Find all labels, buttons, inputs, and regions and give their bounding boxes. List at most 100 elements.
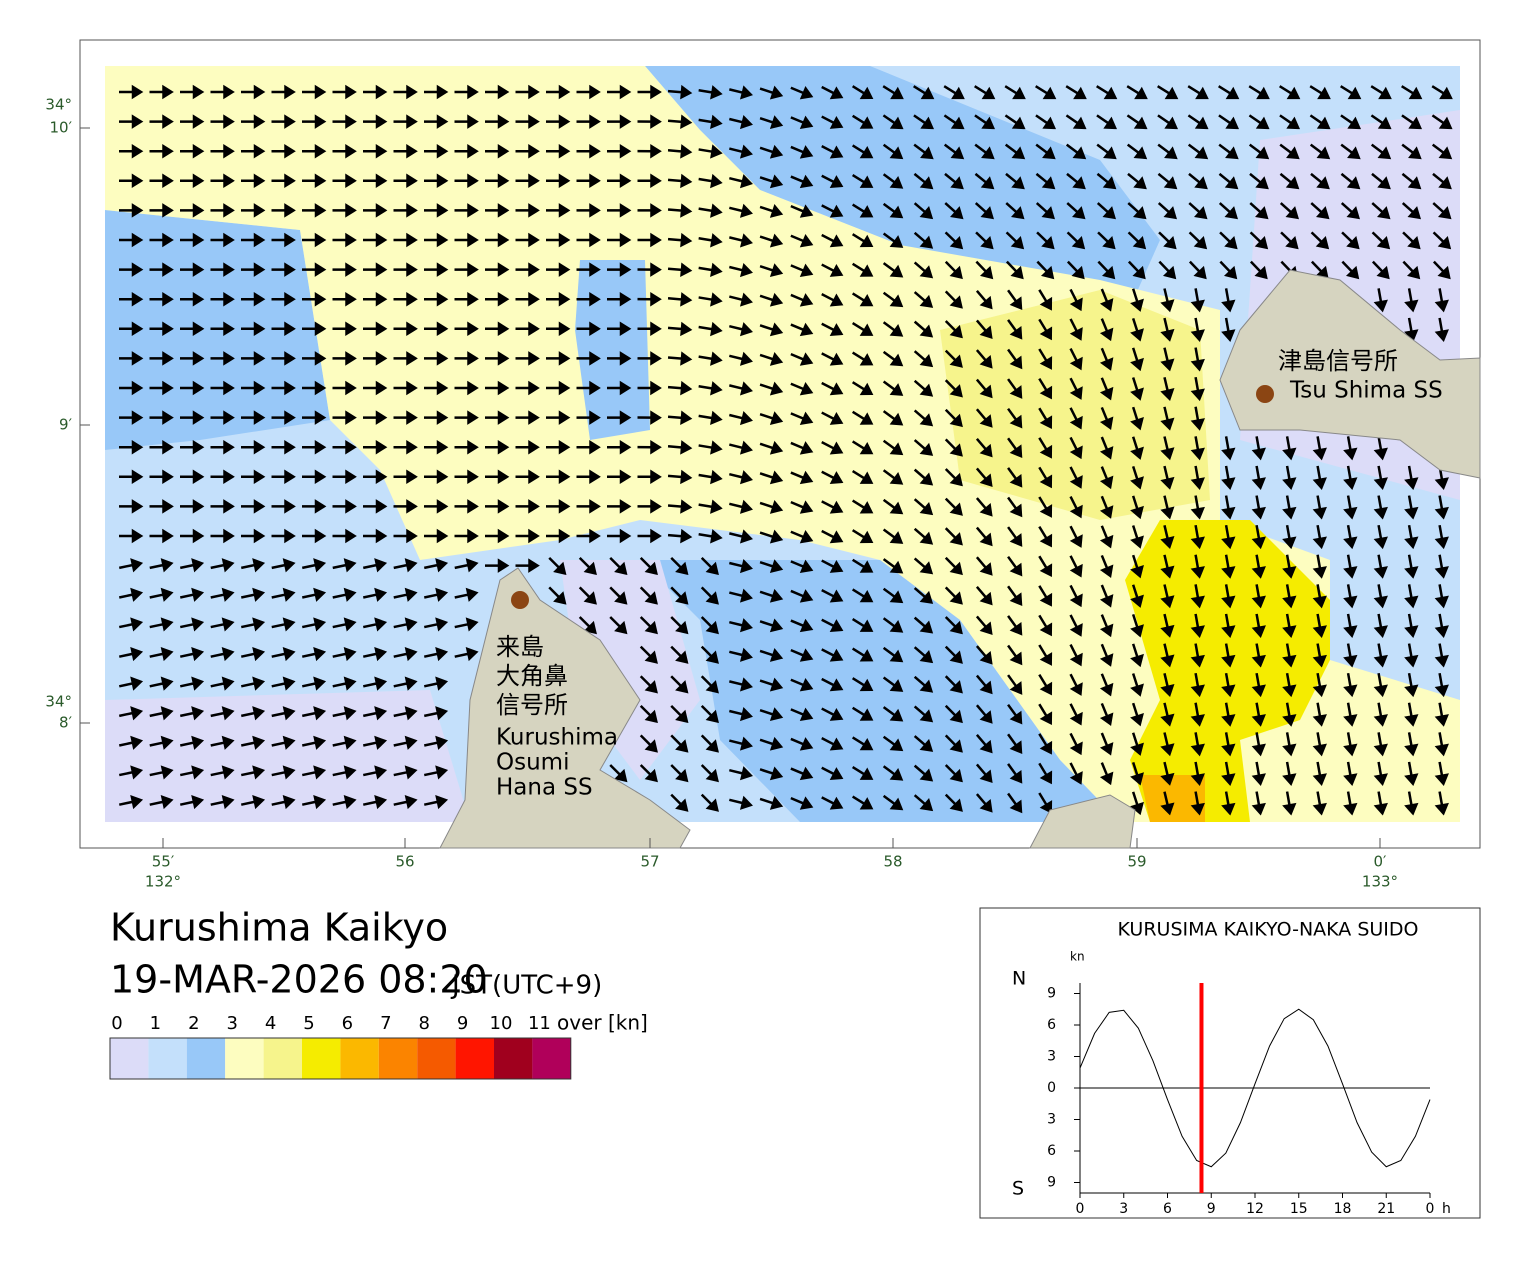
current-arrow <box>1038 762 1053 785</box>
current-arrow <box>851 440 874 455</box>
current-arrow <box>944 172 964 190</box>
current-arrow <box>759 115 784 130</box>
current-arrow <box>210 380 235 396</box>
current-arrow <box>1251 613 1266 638</box>
land <box>1219 269 1481 479</box>
current-arrow <box>301 794 327 810</box>
current-arrow <box>1343 791 1358 816</box>
current-arrow <box>637 528 662 544</box>
current-arrow <box>1282 495 1297 520</box>
current-arrow <box>913 616 934 634</box>
current-arrow <box>943 143 965 160</box>
station-marker <box>511 591 529 609</box>
current-arrow <box>362 676 388 691</box>
current-arrow <box>790 529 814 544</box>
current-arrow <box>1279 143 1300 160</box>
current-arrow <box>851 381 874 396</box>
tide-curve <box>1079 1008 1431 1168</box>
current-arrow <box>1038 673 1053 696</box>
current-arrow <box>454 84 479 100</box>
current-arrow <box>241 232 266 248</box>
current-arrow <box>1434 732 1449 757</box>
current-arrow <box>790 559 814 573</box>
current-arrow <box>729 795 753 810</box>
current-arrow <box>759 736 784 751</box>
current-arrow <box>1309 143 1331 160</box>
current-arrow <box>149 735 174 750</box>
current-arrow <box>119 173 144 189</box>
current-arrow <box>1099 495 1114 519</box>
current-arrow <box>882 587 904 604</box>
current-arrow <box>210 262 235 277</box>
current-arrow <box>700 586 719 605</box>
current-arrow <box>637 143 662 159</box>
current-arrow <box>698 321 723 337</box>
current-arrow <box>944 586 963 605</box>
current-arrow <box>974 85 996 100</box>
current-arrow <box>637 262 662 277</box>
current-arrow <box>1373 524 1388 550</box>
current-arrow <box>271 765 296 780</box>
datetime: 19-MAR-2026 08:20 <box>110 958 488 1002</box>
current-arrow <box>759 233 784 248</box>
current-arrow <box>1401 114 1423 130</box>
current-arrow <box>1097 231 1116 250</box>
current-arrow <box>241 499 266 514</box>
current-arrow <box>1188 260 1207 280</box>
current-arrow <box>332 499 357 514</box>
current-arrow <box>332 321 357 337</box>
current-arrow <box>302 351 327 366</box>
current-arrow <box>362 646 388 662</box>
current-arrow <box>210 114 235 129</box>
current-arrow <box>1312 465 1327 490</box>
current-arrow <box>1432 202 1452 220</box>
current-arrow <box>454 646 479 662</box>
current-arrow <box>454 291 479 307</box>
current-arrow <box>240 646 266 662</box>
current-arrow <box>1190 465 1205 490</box>
current-arrow <box>302 439 327 455</box>
current-arrow <box>667 292 693 307</box>
current-arrow <box>1069 614 1083 637</box>
current-arrow <box>1035 172 1056 190</box>
current-arrow <box>149 706 174 721</box>
current-arrow <box>1282 791 1297 816</box>
current-arrow <box>485 321 510 337</box>
current-arrow <box>1160 673 1175 698</box>
current-arrow <box>913 468 934 486</box>
current-arrow <box>1190 732 1205 757</box>
current-arrow <box>423 646 449 662</box>
current-arrow <box>240 765 266 780</box>
current-arrow <box>851 173 874 188</box>
current-arrow <box>1432 260 1451 280</box>
current-arrow <box>729 588 753 603</box>
current-arrow <box>301 587 327 602</box>
current-arrow <box>1310 172 1330 190</box>
x-tick-label: 0 <box>1076 1201 1085 1217</box>
current-arrow <box>119 528 144 544</box>
current-arrow <box>729 736 753 751</box>
current-arrow <box>667 114 693 129</box>
current-arrow <box>607 291 632 307</box>
x-tick-label: 3 <box>1119 1201 1128 1217</box>
lat-label: 9′ <box>59 416 73 434</box>
current-arrow <box>424 351 449 366</box>
current-arrow <box>821 204 844 218</box>
current-arrow <box>546 469 571 485</box>
current-arrow <box>180 380 205 396</box>
current-arrow <box>301 646 327 662</box>
current-arrow <box>271 203 296 218</box>
current-arrow <box>1160 465 1175 490</box>
current-arrow <box>210 351 235 366</box>
current-arrow <box>1038 792 1053 814</box>
current-arrow <box>454 499 479 514</box>
current-arrow <box>607 439 632 455</box>
current-arrow <box>1282 672 1297 698</box>
current-arrow <box>210 706 235 721</box>
current-arrow <box>424 528 449 544</box>
current-arrow <box>851 144 874 159</box>
current-arrow <box>515 262 540 277</box>
current-arrow <box>607 351 632 366</box>
current-arrow <box>240 558 266 573</box>
legend-label: 1 <box>150 1013 161 1034</box>
